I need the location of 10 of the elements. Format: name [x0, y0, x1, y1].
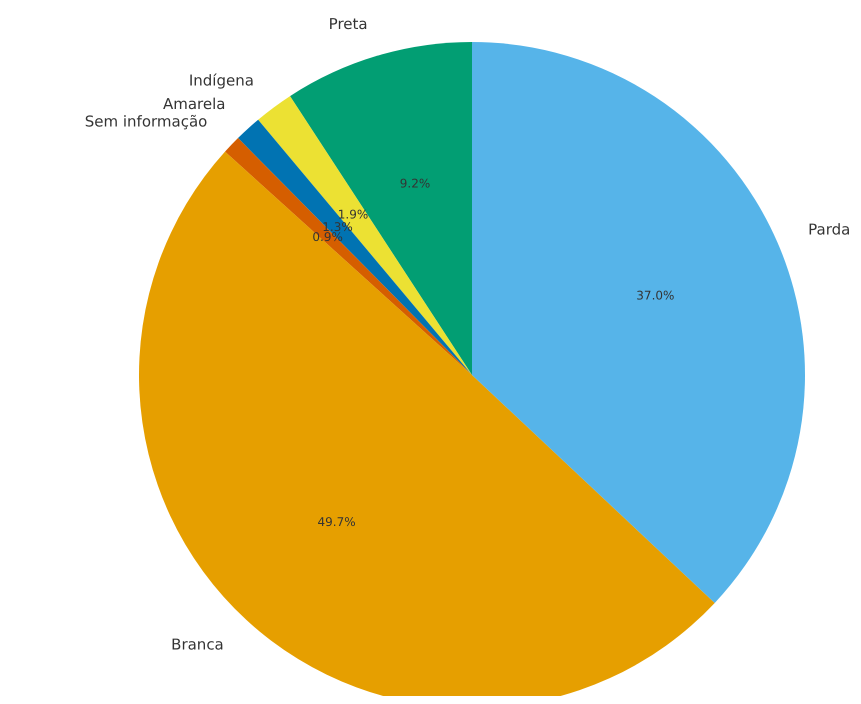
slice-label: Preta [328, 14, 368, 33]
slice-label: Amarela [162, 95, 226, 114]
slice-label: Parda [808, 220, 850, 239]
data-label: 37.0% [636, 288, 674, 303]
slice-label: Sem informação [84, 112, 208, 131]
data-label: 9.2% [400, 176, 430, 190]
slice-label: Indígena [188, 72, 254, 90]
slice-label: Branca [171, 635, 224, 654]
data-label: 1.9% [338, 207, 368, 222]
data-label: 49.7% [318, 514, 356, 529]
